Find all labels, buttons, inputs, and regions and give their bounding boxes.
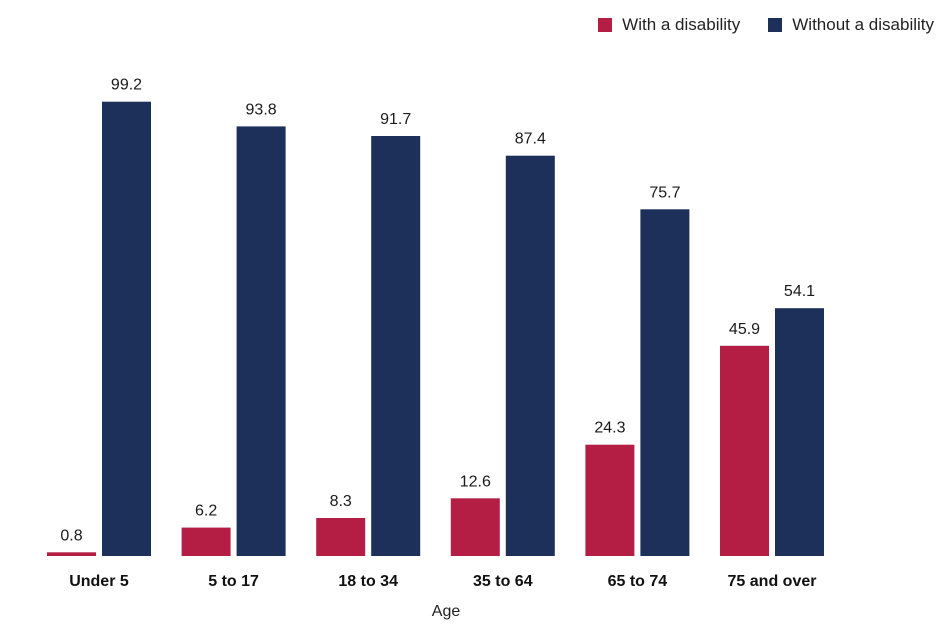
data-label-without-a-disability-65-to-74: 75.7: [649, 184, 680, 201]
data-label-without-a-disability-under-5: 99.2: [111, 77, 142, 94]
bar-with-a-disability-75-and-over: [720, 345, 769, 556]
data-label-with-a-disability-under-5: 0.8: [60, 527, 82, 544]
bars-group: [47, 101, 824, 557]
data-label-without-a-disability-5-to-17: 93.8: [246, 101, 277, 118]
bar-with-a-disability-5-to-17: [181, 527, 231, 556]
legend-item-without-disability: Without a disability: [768, 15, 934, 35]
legend-swatch-without-disability: [768, 18, 783, 32]
x-tick-label-65-to-74: 65 to 74: [608, 573, 668, 590]
bar-with-a-disability-65-to-74: [585, 444, 635, 556]
data-label-with-a-disability-35-to-64: 12.6: [460, 473, 491, 490]
data-label-without-a-disability-75-and-over: 54.1: [784, 283, 815, 300]
chart-legend: With a disability Without a disability: [598, 15, 934, 35]
bar-with-a-disability-18-to-34: [316, 518, 366, 556]
legend-item-with-disability: With a disability: [598, 15, 740, 35]
bar-with-a-disability-under-5: [47, 552, 96, 556]
data-label-without-a-disability-18-to-34: 91.7: [380, 111, 411, 128]
x-tick-label-35-to-64: 35 to 64: [473, 573, 533, 590]
x-tick-label-under-5: Under 5: [69, 573, 129, 590]
bar-without-a-disability-5-to-17: [236, 126, 286, 557]
legend-swatch-with-disability: [598, 18, 613, 32]
x-tick-label-18-to-34: 18 to 34: [338, 573, 398, 590]
data-label-without-a-disability-35-to-64: 87.4: [515, 131, 546, 148]
data-label-with-a-disability-5-to-17: 6.2: [195, 503, 217, 520]
bar-without-a-disability-35-to-64: [505, 155, 555, 556]
data-label-with-a-disability-75-and-over: 45.9: [729, 321, 760, 338]
x-axis-title: Age: [432, 603, 461, 620]
legend-label-with-disability: With a disability: [622, 15, 741, 34]
bar-without-a-disability-18-to-34: [371, 136, 421, 556]
x-tick-label-5-to-17: 5 to 17: [208, 573, 259, 590]
value-labels-group: 0.8 99.2 6.2 93.8 8.3 91.7 12.6 87.4 24.3 75.7 45.…: [60, 77, 815, 545]
data-label-with-a-disability-18-to-34: 8.3: [330, 493, 352, 510]
bar-without-a-disability-under-5: [102, 101, 151, 556]
x-tick-labels-group: Under 5 5 to 17 18 to 34 35 to 64 65 to 74 75…: [69, 573, 816, 590]
bar-without-a-disability-65-to-74: [640, 209, 690, 557]
data-label-with-a-disability-65-to-74: 24.3: [594, 420, 625, 437]
legend-label-without-disability: Without a disability: [792, 15, 934, 34]
bar-without-a-disability-75-and-over: [775, 308, 824, 556]
bar-with-a-disability-35-to-64: [450, 498, 500, 556]
x-tick-label-75-and-over: 75 and over: [728, 573, 817, 590]
